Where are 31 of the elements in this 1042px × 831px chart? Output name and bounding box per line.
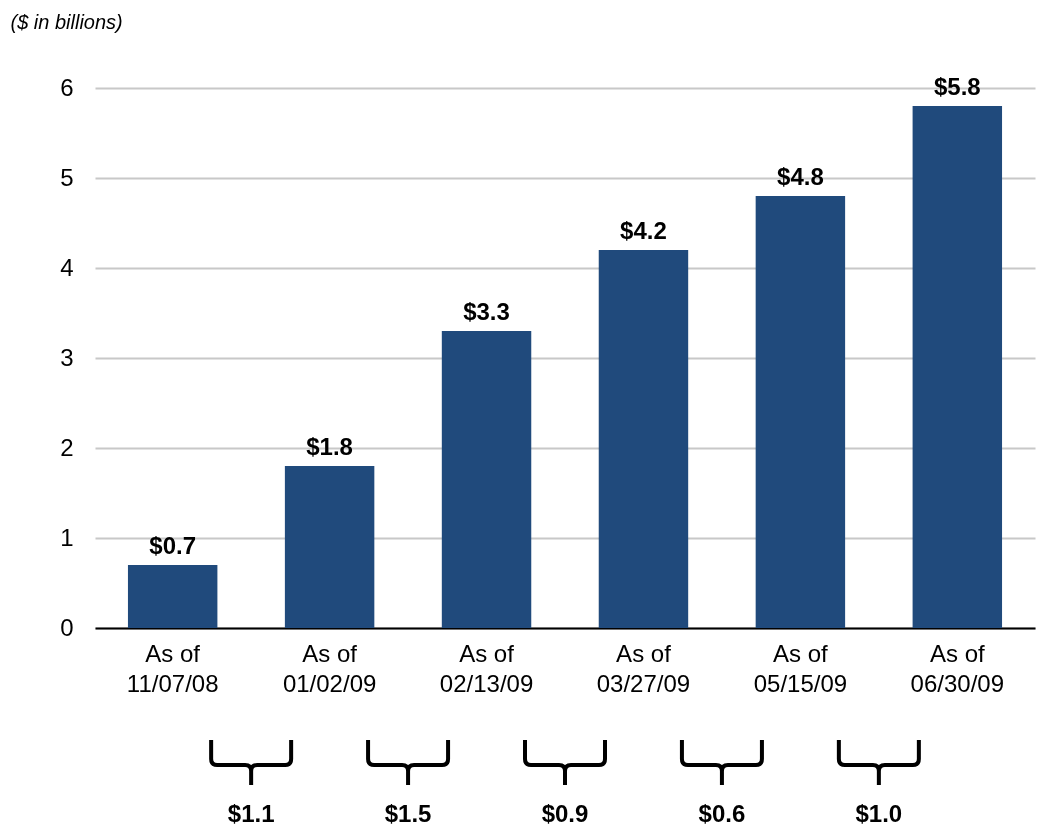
data-label: $5.8: [933, 73, 981, 100]
y-tick-label: 1: [60, 523, 74, 551]
data-label: $3.3: [463, 298, 510, 325]
text: $0.6: [698, 800, 746, 827]
data-label: $4.2: [620, 217, 667, 244]
y-axis-title: ($ in billions): [10, 10, 123, 33]
x-tick-label: As of 11/07/08: [126, 639, 219, 697]
y-tick-label: 6: [60, 73, 74, 101]
y-tick-label: 3: [60, 343, 74, 371]
bar: [755, 196, 846, 628]
x-tick-label: As of 01/02/09: [282, 639, 377, 697]
x-tick-label: As of 03/27/09: [596, 639, 691, 697]
y-tick-label: 0: [60, 613, 74, 641]
y-tick-label: 5: [60, 163, 74, 191]
data-label: $0.7: [149, 532, 197, 559]
data-label: $4.8: [777, 163, 824, 190]
y-tick-label: 2: [60, 433, 74, 461]
x-tick-label: As of 06/30/09: [910, 639, 1005, 697]
x-tick-label: As of 02/13/09: [439, 639, 534, 697]
x-tick-label: As of 05/15/09: [753, 639, 848, 697]
text: $0.9: [541, 800, 589, 827]
text: $1.5: [384, 800, 432, 827]
bar: [127, 565, 218, 628]
text: $1.0: [855, 800, 903, 827]
data-label: $1.8: [306, 433, 353, 460]
bar: [441, 331, 532, 628]
bar: [284, 466, 375, 628]
bar: [912, 106, 1003, 628]
text: $1.1: [227, 800, 275, 827]
y-tick-label: 4: [60, 253, 74, 281]
bar: [598, 250, 689, 628]
